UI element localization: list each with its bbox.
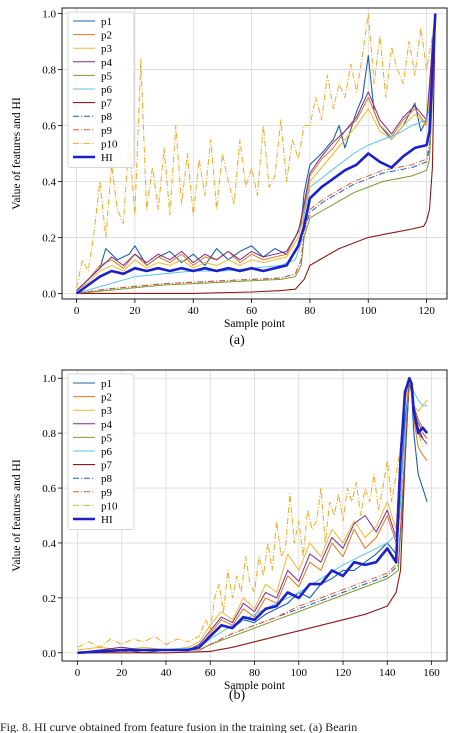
plot-frame	[61, 7, 448, 300]
legend-label-p7: p7	[101, 98, 113, 110]
x-axis-label: Sample point	[224, 680, 286, 690]
legend-label-p3: p3	[101, 405, 113, 417]
x-tick-label: 80	[304, 305, 316, 317]
legend-label-p3: p3	[101, 43, 113, 55]
legend-box	[67, 373, 135, 531]
y-tick-label: 0.6	[42, 121, 56, 133]
x-tick-label: 140	[379, 667, 396, 679]
y-tick-label: 0.8	[42, 428, 56, 440]
series-line-p7	[76, 13, 436, 294]
y-tick-label: 0.0	[42, 288, 56, 300]
legend-label-p6: p6	[101, 446, 113, 458]
x-tick-label: 40	[188, 305, 200, 317]
series-line-p3	[76, 13, 436, 292]
panel-label-a: (a)	[229, 333, 245, 348]
x-tick-label: 80	[249, 667, 261, 679]
legend-label-p1: p1	[101, 16, 112, 28]
legend-label-p10: p10	[101, 138, 118, 150]
chart-panel-a: 0 20 40 60 80 100 120 0.0 0.2 0.4 0.6 0.8 1.0 Sample …	[0, 0, 474, 360]
legend-label-HI: HI	[101, 514, 113, 526]
x-axis-label: Sample point	[224, 318, 286, 330]
legend-label-p6: p6	[101, 84, 113, 96]
legend-box	[67, 11, 135, 169]
x-tick-label: 160	[423, 667, 440, 679]
series-line-p2	[76, 13, 436, 291]
y-axis-label: Value of features and HI	[11, 97, 23, 210]
legend-label-p7: p7	[101, 460, 113, 472]
y-tick-label: 0.4	[42, 176, 56, 188]
legend-label-p2: p2	[101, 392, 112, 404]
y-tick-label: 0.2	[42, 232, 56, 244]
x-tick-label: 100	[291, 667, 308, 679]
y-tick-label: 0.4	[42, 538, 56, 550]
legend-label-HI: HI	[101, 152, 113, 164]
series-line-p9	[76, 13, 436, 294]
x-tick-label: 120	[418, 305, 435, 317]
series-line-p6	[76, 13, 436, 294]
series-line-HI	[77, 376, 429, 655]
x-tick-label: 20	[116, 667, 128, 679]
x-tick-label: 0	[74, 305, 80, 317]
legend-label-p8: p8	[101, 473, 113, 485]
legend-label-p9: p9	[101, 487, 113, 499]
y-tick-label: 1.0	[42, 9, 56, 21]
legend-label-p1: p1	[101, 378, 112, 390]
y-tick-label: 0.8	[42, 65, 56, 77]
series-line-p10	[76, 13, 436, 288]
legend-label-p5: p5	[101, 70, 113, 82]
series-line-HI	[75, 13, 437, 295]
legend-label-p5: p5	[101, 432, 113, 444]
legend-label-p8: p8	[101, 111, 113, 123]
series-line-p4	[76, 13, 436, 291]
y-tick-label: 0.6	[42, 483, 56, 495]
x-tick-label: 60	[205, 667, 217, 679]
y-axis-label: Value of features and HI	[11, 459, 23, 572]
line-chart-b: 0 20 40 60 80 100 120 140 160 0.0 0.2 0.4 0.6 0.8 1.0 S…	[11, 369, 448, 692]
series-line-p9	[77, 377, 428, 654]
y-tick-label: 0.2	[42, 593, 56, 605]
legend-label-p2: p2	[101, 30, 112, 42]
line-chart-a: 0 20 40 60 80 100 120 0.0 0.2 0.4 0.6 0.8 1.0 Sample …	[11, 7, 448, 330]
x-tick-label: 0	[75, 667, 81, 679]
legend-label-p10: p10	[101, 500, 118, 512]
legend-label-p4: p4	[101, 57, 113, 69]
x-tick-label: 100	[360, 305, 377, 317]
x-tick-label: 20	[129, 305, 141, 317]
chart-panel-b: 0 20 40 60 80 100 120 140 160 0.0 0.2 0.4 0.6 0.8 1.0 S…	[0, 362, 474, 717]
legend-label-p9: p9	[101, 125, 113, 137]
series-line-p10	[77, 377, 424, 648]
series-line-p5	[76, 13, 436, 294]
x-tick-label: 40	[160, 667, 172, 679]
x-tick-label: 60	[246, 305, 258, 317]
legend-label-p4: p4	[101, 419, 113, 431]
figure-caption: Fig. 8. HI curve obtained from feature f…	[0, 720, 358, 733]
x-tick-label: 120	[335, 667, 352, 679]
y-tick-label: 0.0	[42, 648, 56, 660]
panel-label-b: (b)	[228, 688, 246, 703]
y-tick-label: 1.0	[42, 373, 56, 385]
